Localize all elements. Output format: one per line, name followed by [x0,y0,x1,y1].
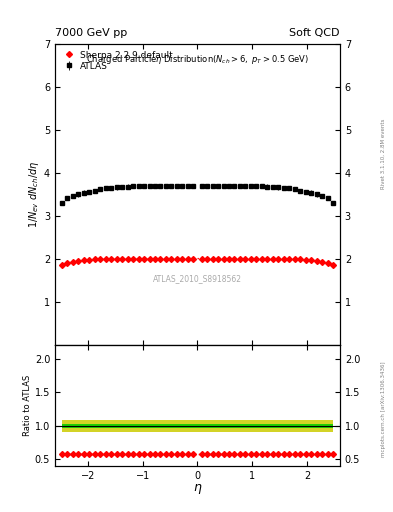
Sherpa 2.2.9 default [163,255,168,262]
Sherpa 2.2.9 default [270,255,275,262]
Sherpa 2.2.9 default [92,257,97,263]
Sherpa 2.2.9 default [210,255,215,262]
Sherpa 2.2.9 default [205,255,209,262]
Sherpa 2.2.9 default [216,255,220,262]
Sherpa 2.2.9 default [287,256,292,262]
Sherpa 2.2.9 default [70,259,75,265]
Sherpa 2.2.9 default [158,255,163,262]
Sherpa 2.2.9 default [259,255,264,262]
Sherpa 2.2.9 default [98,256,103,262]
Text: ATLAS_2010_S8918562: ATLAS_2010_S8918562 [153,274,242,283]
Legend: Sherpa 2.2.9 default, ATLAS: Sherpa 2.2.9 default, ATLAS [59,48,176,73]
Sherpa 2.2.9 default [254,255,259,262]
Sherpa 2.2.9 default [314,258,319,264]
Sherpa 2.2.9 default [131,255,136,262]
Sherpa 2.2.9 default [152,255,157,262]
Sherpa 2.2.9 default [325,260,330,266]
Sherpa 2.2.9 default [136,255,141,262]
Sherpa 2.2.9 default [114,255,119,262]
Sherpa 2.2.9 default [281,255,286,262]
Text: 7000 GeV pp: 7000 GeV pp [55,28,127,38]
Sherpa 2.2.9 default [120,255,125,262]
Sherpa 2.2.9 default [243,255,248,262]
Sherpa 2.2.9 default [320,259,325,265]
Sherpa 2.2.9 default [81,257,86,263]
Sherpa 2.2.9 default [298,257,303,263]
Sherpa 2.2.9 default [174,255,179,262]
Sherpa 2.2.9 default [292,256,297,262]
Sherpa 2.2.9 default [221,255,226,262]
Sherpa 2.2.9 default [103,256,108,262]
Sherpa 2.2.9 default [265,255,270,262]
Sherpa 2.2.9 default [169,255,174,262]
Sherpa 2.2.9 default [276,255,281,262]
Sherpa 2.2.9 default [76,258,81,264]
Line: Sherpa 2.2.9 default: Sherpa 2.2.9 default [60,257,335,267]
Sherpa 2.2.9 default [180,255,185,262]
Text: Rivet 3.1.10, 2.8M events: Rivet 3.1.10, 2.8M events [381,118,386,189]
Text: Charged Particle$\eta$ Distribution$(N_{ch}>6,\ p_T>0.5\ \mathrm{GeV})$: Charged Particle$\eta$ Distribution$(N_{… [86,53,309,66]
Sherpa 2.2.9 default [59,262,64,268]
Sherpa 2.2.9 default [227,255,231,262]
Sherpa 2.2.9 default [309,257,314,263]
Sherpa 2.2.9 default [125,255,130,262]
Y-axis label: $1/N_{ev}\ dN_{ch}/d\eta$: $1/N_{ev}\ dN_{ch}/d\eta$ [27,161,41,228]
Sherpa 2.2.9 default [87,257,92,263]
X-axis label: $\eta$: $\eta$ [193,482,202,496]
Sherpa 2.2.9 default [191,255,196,262]
Sherpa 2.2.9 default [238,255,242,262]
Sherpa 2.2.9 default [142,255,147,262]
Sherpa 2.2.9 default [331,262,336,268]
Sherpa 2.2.9 default [65,260,70,266]
Sherpa 2.2.9 default [199,255,204,262]
Text: mcplots.cern.ch [arXiv:1306.3436]: mcplots.cern.ch [arXiv:1306.3436] [381,362,386,457]
Sherpa 2.2.9 default [248,255,253,262]
Sherpa 2.2.9 default [232,255,237,262]
Sherpa 2.2.9 default [185,255,190,262]
Text: Soft QCD: Soft QCD [290,28,340,38]
Y-axis label: Ratio to ATLAS: Ratio to ATLAS [23,375,32,436]
Sherpa 2.2.9 default [303,257,308,263]
Sherpa 2.2.9 default [147,255,152,262]
Sherpa 2.2.9 default [109,255,114,262]
